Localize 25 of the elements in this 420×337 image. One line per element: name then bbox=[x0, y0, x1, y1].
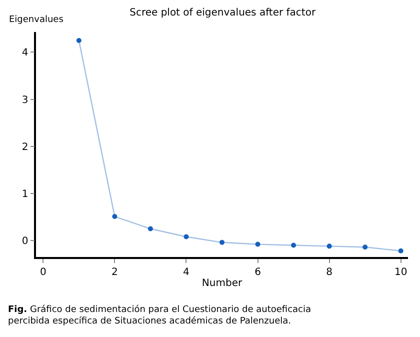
y-axis-title: Eigenvalues bbox=[9, 15, 64, 25]
point bbox=[220, 240, 224, 245]
x-tick-label: 6 bbox=[254, 266, 261, 278]
text: Fig. Gráfico de sedimentación para el Cuestionario de autoeficacia percibida específica de Situaciones académicas de Palenzuela. bbox=[8, 304, 312, 327]
x-tick-label: 2 bbox=[112, 266, 118, 278]
y-tick-label: 4 bbox=[22, 48, 28, 59]
x-tick-label: 0 bbox=[40, 266, 46, 278]
chart-title: Scree plot of eigenvalues after factor bbox=[130, 7, 316, 18]
point bbox=[326, 244, 332, 249]
y-tick-label: 3 bbox=[22, 94, 28, 106]
point bbox=[291, 242, 296, 248]
point bbox=[184, 234, 189, 240]
point bbox=[362, 244, 368, 250]
x-tick-label: 8 bbox=[326, 266, 332, 278]
point bbox=[398, 248, 404, 254]
x-tick-label: 10 bbox=[394, 266, 408, 278]
point bbox=[112, 214, 118, 220]
y-tick-label: 0 bbox=[22, 236, 28, 248]
point bbox=[255, 242, 260, 247]
x-tick-label: 4 bbox=[183, 266, 190, 278]
y-tick-label: 2 bbox=[22, 142, 28, 153]
x-axis-title: Number bbox=[202, 278, 243, 289]
y-tick-label: 1 bbox=[22, 188, 28, 200]
point bbox=[76, 38, 82, 43]
point bbox=[148, 226, 153, 232]
